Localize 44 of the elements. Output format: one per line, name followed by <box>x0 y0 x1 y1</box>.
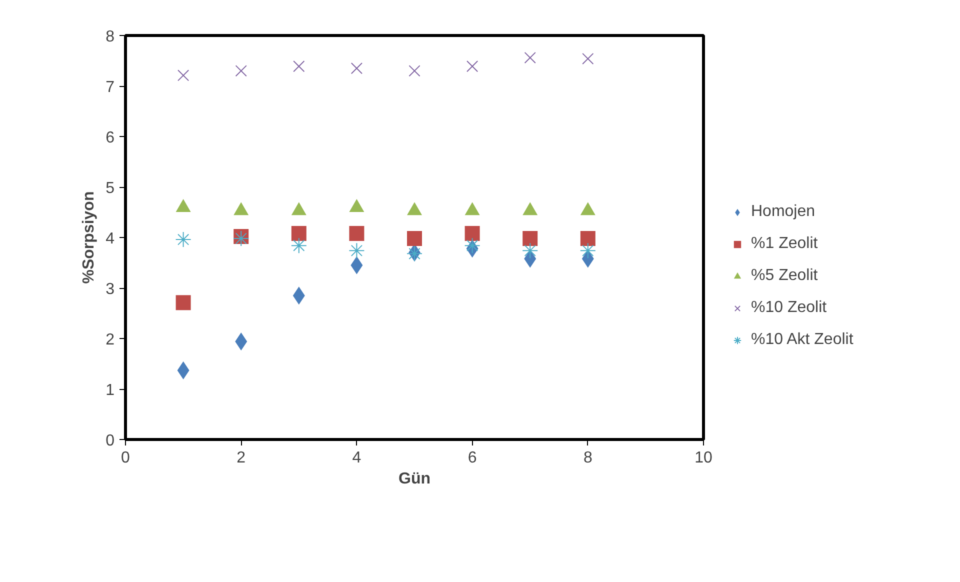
y-tick-label: 8 <box>106 28 115 46</box>
x-tick-label: 4 <box>352 450 362 466</box>
legend-label: %1 Zeolit <box>751 235 818 253</box>
point <box>580 242 596 259</box>
point <box>407 231 422 246</box>
point <box>233 230 250 247</box>
point <box>349 226 364 241</box>
point <box>293 60 305 72</box>
y-tick-label: 0 <box>106 432 115 450</box>
point <box>524 52 536 64</box>
legend-label: %10 Akt Zeolit <box>751 331 854 349</box>
y-tick-label: 3 <box>106 281 115 298</box>
point <box>290 238 307 254</box>
legend-label: Homojen <box>751 203 816 221</box>
y-tick-label: 5 <box>106 180 115 197</box>
x-axis-title: Gün <box>398 470 431 488</box>
point <box>350 62 363 74</box>
point <box>580 231 596 246</box>
point <box>176 295 191 310</box>
point <box>464 226 480 241</box>
point <box>522 242 538 259</box>
point <box>408 65 420 77</box>
point <box>175 232 192 248</box>
y-tick-label: 2 <box>106 332 115 348</box>
point <box>291 226 306 241</box>
legend-label: %10 Zeolit <box>751 299 827 317</box>
point <box>466 60 478 72</box>
x-tick-label: 0 <box>121 450 130 466</box>
y-tick-label: 7 <box>106 79 115 96</box>
point <box>177 70 190 82</box>
y-axis-title: %Sorpsiyon <box>80 191 98 284</box>
point <box>582 52 594 65</box>
point <box>522 231 538 246</box>
y-tick-label: 1 <box>106 382 115 399</box>
legend-label: %5 Zeolit <box>751 267 818 285</box>
point <box>348 242 365 259</box>
x-tick-label: 8 <box>583 450 592 466</box>
point <box>235 65 247 77</box>
y-tick-label: 6 <box>106 130 115 146</box>
x-tick-label: 10 <box>694 450 712 466</box>
y-tick-label: 4 <box>106 230 115 248</box>
x-tick-label: 6 <box>468 450 477 466</box>
point <box>464 238 480 254</box>
x-tick-label: 2 <box>236 450 246 466</box>
